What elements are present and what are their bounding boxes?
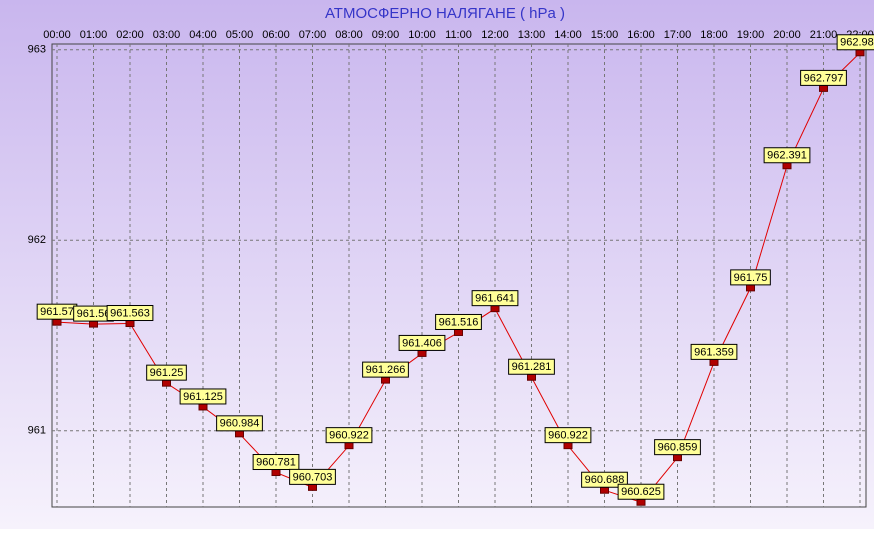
point-marker <box>308 483 317 491</box>
plot: 961 962 963 00:00 01:00 02:00 03:00 04:00 05:00 0… <box>28 29 874 507</box>
chart-title: АТМОСФЕРНО НАЛЯГАНЕ ( hPa ) <box>325 5 565 22</box>
data-label: 961.25 <box>150 367 184 379</box>
x-tick-label: 10:00 <box>408 29 436 41</box>
data-label-box <box>654 439 701 456</box>
x-tick-label: 20:00 <box>773 29 801 41</box>
point-marker <box>162 379 171 387</box>
point-marker <box>527 373 536 381</box>
data-label-box <box>179 388 227 405</box>
x-tick-label: 16:00 <box>627 29 655 41</box>
x-tick-label: 18:00 <box>700 29 728 41</box>
data-label-box <box>289 468 336 485</box>
point-marker <box>600 486 609 494</box>
point-marker <box>454 328 463 336</box>
y-tick-label: 962 <box>28 234 46 246</box>
data-label: 961.359 <box>694 346 734 358</box>
point-marker <box>271 469 281 477</box>
data-label: 960.922 <box>329 430 369 442</box>
x-tick-label: 04:00 <box>189 29 217 41</box>
y-tick-label: 961 <box>28 425 46 437</box>
x-tick-label: 01:00 <box>80 29 108 41</box>
x-tick-label: 09:00 <box>372 29 400 41</box>
data-label: 960.922 <box>548 430 588 442</box>
point-marker <box>746 284 755 292</box>
x-tick-label: 08:00 <box>335 29 363 41</box>
x-tick-label: 05:00 <box>226 29 254 41</box>
data-label-box <box>763 147 811 164</box>
point-marker <box>855 49 865 57</box>
data-label-box <box>800 69 847 86</box>
data-label-box <box>146 364 187 381</box>
y-tick-label: 963 <box>28 44 46 56</box>
data-label: 960.781 <box>256 456 296 468</box>
point-marker <box>563 442 573 450</box>
data-label-box <box>362 361 409 378</box>
data-label-box <box>836 34 874 51</box>
point-marker <box>198 403 208 411</box>
x-tick-label: 03:00 <box>153 29 181 41</box>
data-label: 961.75 <box>734 272 768 284</box>
data-label: 960.859 <box>658 442 698 454</box>
data-label-box <box>106 305 154 322</box>
data-label: 961.125 <box>183 391 223 403</box>
x-tick-label: 19:00 <box>737 29 765 41</box>
point-marker <box>636 498 646 506</box>
point-marker <box>490 305 500 313</box>
point-marker <box>235 430 244 438</box>
data-label-box <box>617 483 665 500</box>
point-marker <box>709 358 719 366</box>
point-marker <box>125 320 135 328</box>
data-label: 961.56 <box>77 308 111 320</box>
x-tick-label: 15:00 <box>591 29 619 41</box>
x-tick-label: 02:00 <box>116 29 144 41</box>
data-label-box <box>690 343 738 360</box>
data-label-box <box>435 313 482 330</box>
x-tick-label: 13:00 <box>518 29 546 41</box>
data-label-box <box>471 290 519 307</box>
data-label: 962.797 <box>804 72 844 84</box>
data-label: 962.391 <box>767 150 807 162</box>
point-marker <box>52 318 62 326</box>
data-label: 961.516 <box>439 316 479 328</box>
data-label-box <box>508 358 555 375</box>
data-label: 961.57 <box>40 306 74 318</box>
data-label: 961.281 <box>512 361 552 373</box>
x-tick-label: 07:00 <box>299 29 327 41</box>
x-tick-label: 12:00 <box>481 29 509 41</box>
data-label: 960.703 <box>293 471 333 483</box>
x-tick-label: 17:00 <box>664 29 692 41</box>
data-label-box <box>730 269 771 286</box>
point-marker <box>673 454 682 462</box>
x-tick-label: 14:00 <box>554 29 582 41</box>
x-tick-label: 06:00 <box>262 29 290 41</box>
data-label-box <box>252 454 300 471</box>
data-label-box <box>398 334 446 351</box>
data-label-box <box>216 415 263 432</box>
point-marker <box>819 84 828 92</box>
data-label: 961.406 <box>402 337 442 349</box>
point-marker <box>89 320 98 328</box>
point-marker <box>782 162 792 170</box>
data-label-box <box>581 471 628 488</box>
data-label: 961.266 <box>366 364 406 376</box>
data-label: 960.625 <box>621 486 661 498</box>
data-label-box <box>325 427 373 444</box>
data-label: 962.984 <box>840 37 874 49</box>
data-label-box <box>544 427 592 444</box>
data-label: 961.641 <box>475 293 515 305</box>
point-marker <box>381 376 390 384</box>
data-label: 960.688 <box>585 474 625 486</box>
x-tick-label: 11:00 <box>445 29 472 41</box>
x-tick-label: 21:00 <box>810 29 838 41</box>
point-marker <box>344 442 354 450</box>
point-marker <box>417 349 427 357</box>
data-label: 960.984 <box>220 418 260 430</box>
x-tick-label: 00:00 <box>43 29 71 41</box>
data-label: 961.563 <box>110 307 150 319</box>
